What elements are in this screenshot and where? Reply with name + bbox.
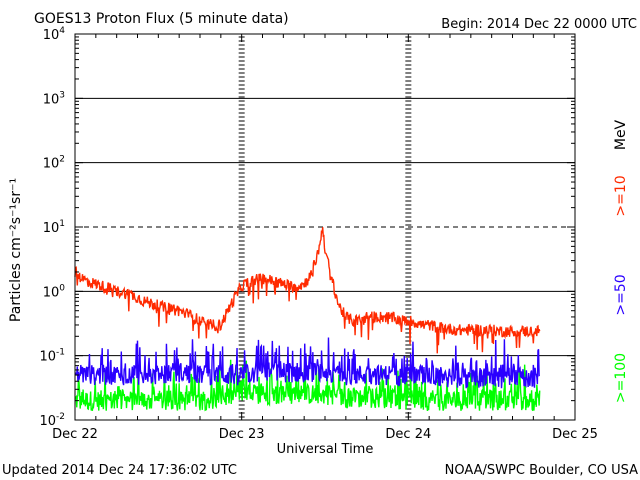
y-tick-label: 10-1 (39, 348, 65, 365)
y-tick-label: 102 (43, 155, 65, 172)
axis-layer: 10-2 10-1 100 101 102 103 104 Dec 22 Dec 23 Dec 2… (39, 26, 597, 442)
x-tick-label: Dec 23 (219, 427, 265, 442)
footer-credit: NOAA/SWPC Boulder, CO USA (445, 463, 638, 478)
y-tick-label: 10-2 (39, 412, 65, 429)
series-layer (74, 227, 541, 412)
y-tick-label: 101 (43, 219, 65, 236)
y-tick-label: 103 (43, 90, 65, 107)
legend: MeV >=10 >=50 >=100 (613, 119, 629, 403)
y-tick-label: 100 (43, 283, 66, 300)
legend-series-50: >=50 (613, 274, 629, 315)
x-tick-label: Dec 25 (552, 427, 598, 442)
plot-frame (74, 33, 576, 421)
grid-layer (75, 36, 575, 418)
x-axis-label: Universal Time (277, 442, 374, 457)
series-line-ge10 (74, 227, 541, 354)
legend-series-100: >=100 (613, 353, 629, 403)
y-tick-label: 104 (43, 26, 66, 43)
series-line-ge50 (74, 337, 541, 389)
legend-series-10: >=10 (613, 175, 629, 216)
x-tick-label: Dec 24 (385, 427, 431, 442)
chart-title: GOES13 Proton Flux (5 minute data) (34, 11, 289, 27)
legend-unit: MeV (613, 119, 629, 150)
x-tick-label: Dec 22 (52, 427, 98, 442)
y-axis-label: Particles cm⁻²s⁻¹sr⁻¹ (8, 178, 24, 322)
begin-label: Begin: 2014 Dec 22 0000 UTC (441, 17, 637, 32)
footer-updated: Updated 2014 Dec 24 17:36:02 UTC (2, 463, 237, 478)
